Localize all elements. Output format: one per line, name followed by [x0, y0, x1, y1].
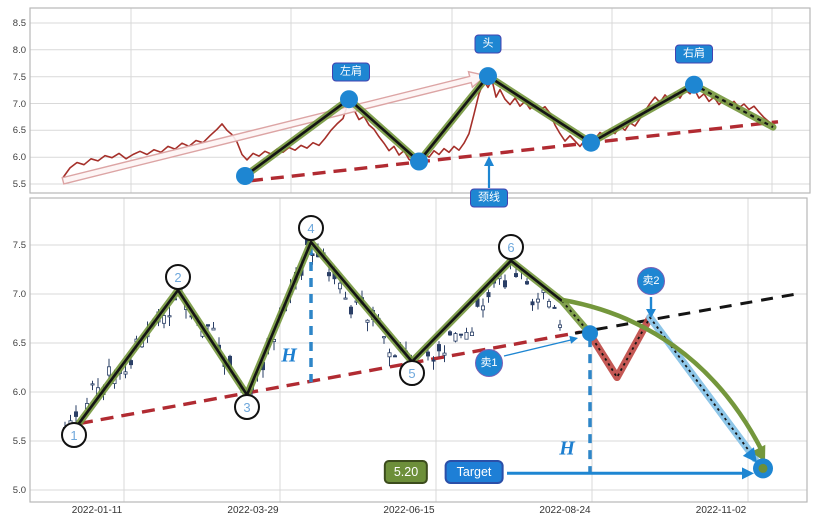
neckline-dashed — [249, 120, 779, 183]
pivot-dot — [479, 67, 497, 86]
target-dot-center — [758, 463, 768, 473]
pivot-dot — [236, 167, 254, 185]
arrowhead — [569, 335, 578, 344]
projection-curve — [561, 297, 766, 454]
neckline-extension-dashed — [574, 291, 803, 335]
arrowhead — [751, 444, 766, 462]
panel-border — [29, 7, 811, 194]
top-panel — [29, 7, 811, 194]
zigzag-core — [244, 74, 695, 178]
arrowhead — [742, 467, 754, 480]
arrowhead — [742, 447, 757, 463]
bottom-panel — [29, 197, 808, 503]
channel-arrow — [61, 70, 488, 185]
arrowhead — [484, 156, 494, 166]
arrowhead — [646, 309, 656, 318]
projection-dotted — [561, 300, 758, 463]
breakdown-dot — [582, 325, 598, 342]
pivot-dot — [340, 90, 358, 109]
pivot-dot — [410, 152, 428, 171]
trendline-dashed — [79, 330, 581, 426]
pivot-dot — [685, 75, 703, 94]
panel-border — [29, 197, 808, 503]
price-line — [62, 79, 774, 179]
sell1-pointer — [503, 338, 576, 357]
pivot-dot — [582, 133, 600, 152]
zigzag-band — [72, 238, 592, 431]
zigzag-core-projected — [693, 83, 774, 129]
zigzag-core — [74, 240, 563, 429]
